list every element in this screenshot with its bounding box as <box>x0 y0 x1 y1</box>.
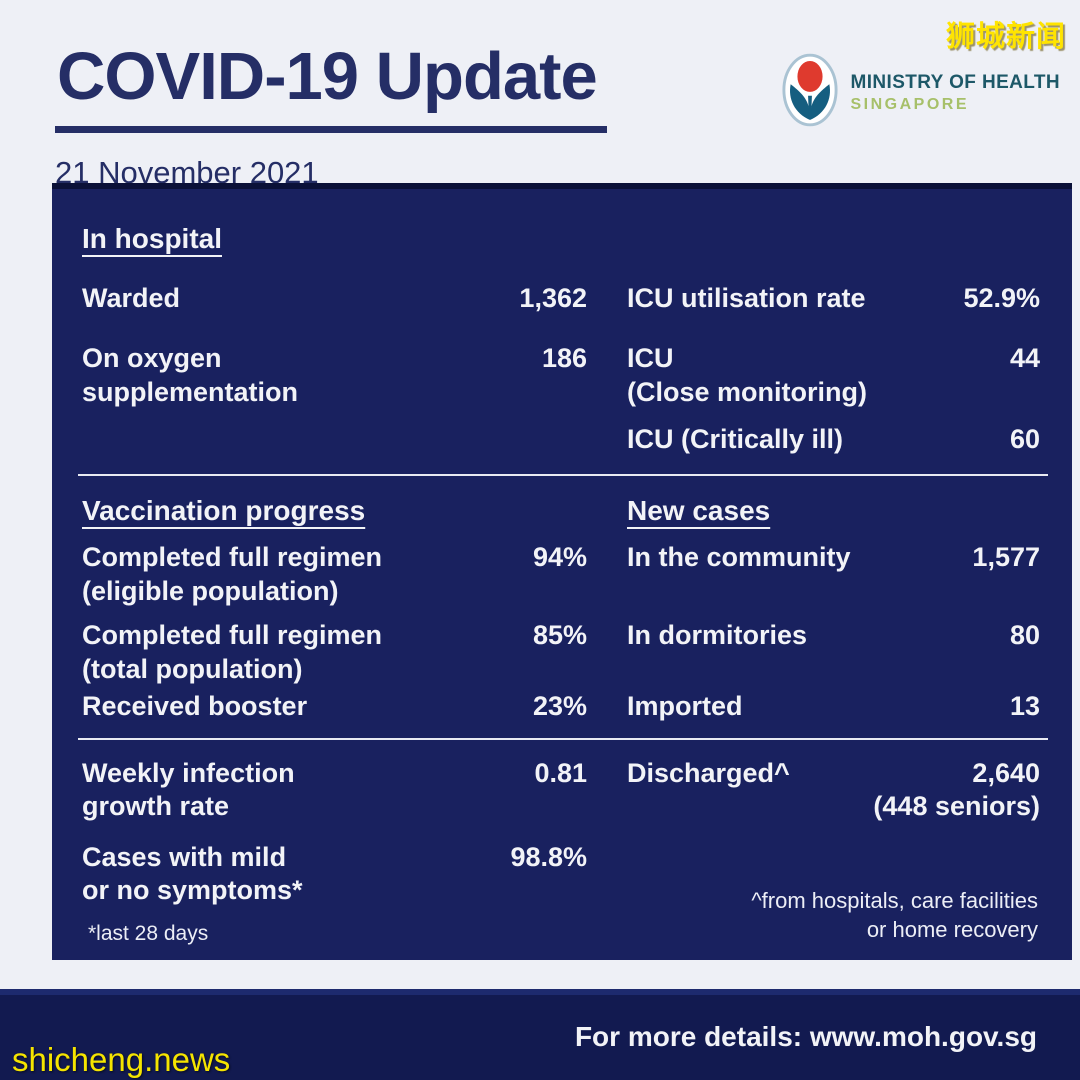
stat-value: 52.9% <box>963 283 1040 313</box>
moh-logo-name: MINISTRY OF HEALTH <box>850 71 1060 93</box>
stat-label <box>82 423 427 456</box>
divider <box>78 473 1048 476</box>
stat-value: 23% <box>532 691 587 722</box>
footer: For more details: www.moh.gov.sg shichen… <box>0 989 1080 1080</box>
stat-row-growth-discharged: Weekly infection growth rate 0.81 Discha… <box>82 757 1040 824</box>
stat-label: Completed full regimen (total population… <box>82 620 383 684</box>
section-heading-in-hospital: In hospital <box>82 223 222 254</box>
stat-value: 60 <box>1009 424 1040 455</box>
stat-value: 44 <box>1009 343 1040 374</box>
stat-value: 94% <box>532 542 587 573</box>
stat-row-mild-symptoms: Cases with mild or no symptoms* 98.8% <box>82 841 1040 908</box>
stat-label: In the community <box>627 542 851 573</box>
stat-label: Imported <box>627 691 743 722</box>
stat-label: ICU (Close monitoring) <box>627 343 867 407</box>
stat-row-icu-critical: ICU (Critically ill) 60 <box>82 423 1040 456</box>
footnote-last-28-days: *last 28 days <box>88 922 209 945</box>
moh-logo-country: SINGAPORE <box>850 95 969 113</box>
stat-label: Weekly infection growth rate <box>82 757 295 822</box>
stat-value: 186 <box>541 343 587 374</box>
stat-value: 85% <box>532 620 587 651</box>
stat-row-oxygen-icu-close: On oxygen supplementation 186 ICU (Close… <box>82 342 1040 409</box>
stat-value: 80 <box>1009 620 1040 651</box>
moh-logo: MINISTRY OF HEALTH SINGAPORE <box>781 52 1060 133</box>
stat-label: ICU (Critically ill) <box>627 424 844 455</box>
stat-value: 13 <box>1009 691 1040 722</box>
moh-logo-text: MINISTRY OF HEALTH SINGAPORE <box>850 72 1060 114</box>
site-watermark-top: 狮城新闻 <box>945 21 1066 53</box>
stat-label: Warded <box>82 283 181 313</box>
header: COVID-19 Update 21 November 2021 MINISTR… <box>0 0 1080 191</box>
stat-label: ICU utilisation rate <box>627 283 866 313</box>
stat-label: Completed full regimen (eligible populat… <box>82 542 383 606</box>
stat-label: In dormitories <box>627 620 808 651</box>
stat-row-regimen-eligible-community: Completed full regimen (eligible populat… <box>82 541 1040 608</box>
divider <box>78 737 1048 740</box>
site-watermark-bottom: shicheng.news <box>12 1041 231 1078</box>
stat-row-booster-imported: Received booster 23% Imported 13 <box>82 690 1040 723</box>
stat-value <box>427 423 587 456</box>
stat-label: Cases with mild or no symptoms* <box>82 841 303 906</box>
stat-label: Discharged^ <box>627 757 790 788</box>
footnote-discharged-definition: ^from hospitals, care facilities or home… <box>751 887 1038 942</box>
section-heading-vaccination: Vaccination progress <box>82 494 366 526</box>
stat-label: On oxygen supplementation <box>82 343 299 407</box>
stat-value: 98.8% <box>510 841 587 872</box>
stat-value: 0.81 <box>534 757 587 788</box>
stat-label: Received booster <box>82 691 308 722</box>
section-heading-new-cases: New cases <box>627 494 771 526</box>
more-details-url: For more details: www.moh.gov.sg <box>574 1021 1037 1052</box>
stat-row-regimen-total-dormitories: Completed full regimen (total population… <box>82 619 1040 686</box>
stat-value: 2,640 (448 seniors) <box>873 757 1040 822</box>
stat-row-warded-icu-rate: Warded 1,362 ICU utilisation rate 52.9% <box>82 282 1040 315</box>
page-title: COVID-19 Update <box>55 38 607 133</box>
stats-panel: In hospital Warded 1,362 ICU utilisation… <box>52 183 1072 960</box>
moh-lotus-icon <box>781 52 839 133</box>
stat-value: 1,362 <box>519 283 587 313</box>
section-headings-row: Vaccination progress New cases <box>82 493 1040 529</box>
stat-value: 1,577 <box>972 542 1040 573</box>
